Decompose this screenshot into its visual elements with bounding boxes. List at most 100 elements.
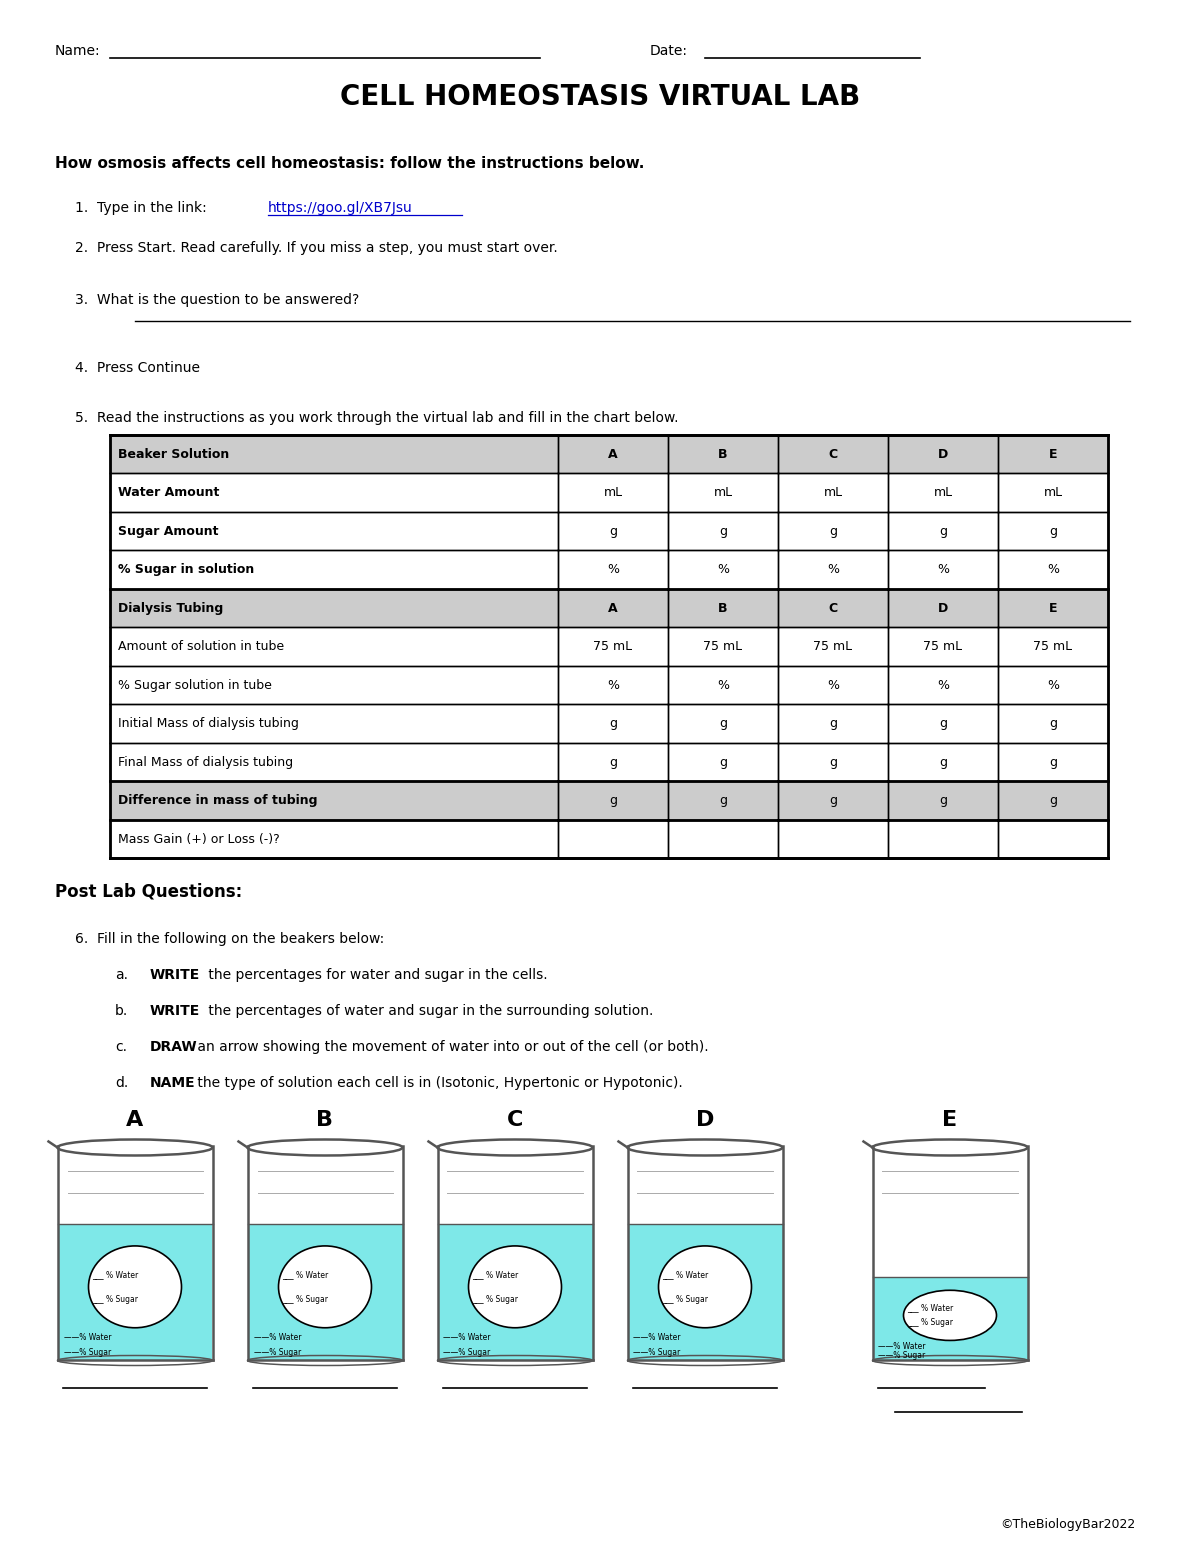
Text: b.: b. <box>115 1005 128 1019</box>
Text: % Sugar solution in tube: % Sugar solution in tube <box>118 679 272 691</box>
Text: B: B <box>317 1110 334 1131</box>
Bar <box>668 781 778 820</box>
Text: 4.  Press Continue: 4. Press Continue <box>74 360 200 374</box>
Text: %: % <box>937 679 949 691</box>
Text: 5.  Read the instructions as you work through the virtual lab and fill in the ch: 5. Read the instructions as you work thr… <box>74 412 678 426</box>
Text: g: g <box>940 794 947 808</box>
Bar <box>558 435 668 474</box>
Text: % Sugar in solution: % Sugar in solution <box>118 564 254 576</box>
Text: the type of solution each cell is in (Isotonic, Hypertonic or Hypotonic).: the type of solution each cell is in (Is… <box>193 1076 683 1090</box>
Text: g: g <box>610 756 617 769</box>
Ellipse shape <box>904 1291 996 1340</box>
Text: g: g <box>829 717 838 730</box>
Text: Name:: Name: <box>55 43 101 57</box>
Text: g: g <box>719 717 727 730</box>
Text: 6.  Fill in the following on the beakers below:: 6. Fill in the following on the beakers … <box>74 932 384 946</box>
Bar <box>888 589 998 627</box>
Text: B: B <box>719 447 727 461</box>
Text: ——% Water: ——% Water <box>634 1332 680 1342</box>
Text: g: g <box>610 794 617 808</box>
Text: A: A <box>608 601 618 615</box>
Text: g: g <box>610 525 617 537</box>
Text: How osmosis affects cell homeostasis: follow the instructions below.: How osmosis affects cell homeostasis: fo… <box>55 155 644 171</box>
Ellipse shape <box>89 1246 181 1328</box>
Bar <box>668 589 778 627</box>
Text: CELL HOMEOSTASIS VIRTUAL LAB: CELL HOMEOSTASIS VIRTUAL LAB <box>340 82 860 110</box>
Text: ©TheBiologyBar2022: ©TheBiologyBar2022 <box>1000 1517 1135 1531</box>
Bar <box>778 781 888 820</box>
Text: g: g <box>1049 794 1057 808</box>
Text: ___ % Sugar: ___ % Sugar <box>907 1318 954 1328</box>
Text: mL: mL <box>1044 486 1062 499</box>
Text: ——% Sugar: ——% Sugar <box>64 1348 110 1357</box>
Text: g: g <box>940 756 947 769</box>
Bar <box>888 781 998 820</box>
Text: D: D <box>696 1110 714 1131</box>
Text: 75 mL: 75 mL <box>703 640 743 654</box>
Text: 75 mL: 75 mL <box>594 640 632 654</box>
Text: Final Mass of dialysis tubing: Final Mass of dialysis tubing <box>118 756 293 769</box>
Text: mL: mL <box>714 486 732 499</box>
Text: %: % <box>1046 564 1060 576</box>
Text: D: D <box>938 447 948 461</box>
Text: %: % <box>1046 679 1060 691</box>
Bar <box>998 589 1108 627</box>
Text: g: g <box>829 756 838 769</box>
Text: d.: d. <box>115 1076 128 1090</box>
Text: Water Amount: Water Amount <box>118 486 220 499</box>
Bar <box>998 435 1108 474</box>
Text: 75 mL: 75 mL <box>924 640 962 654</box>
Text: ——% Sugar: ——% Sugar <box>878 1351 925 1360</box>
Text: the percentages for water and sugar in the cells.: the percentages for water and sugar in t… <box>204 969 547 983</box>
Bar <box>558 781 668 820</box>
Text: 75 mL: 75 mL <box>814 640 852 654</box>
Text: C: C <box>506 1110 523 1131</box>
Text: mL: mL <box>604 486 623 499</box>
Text: Beaker Solution: Beaker Solution <box>118 447 229 461</box>
Text: g: g <box>940 717 947 730</box>
Text: ——% Water: ——% Water <box>444 1332 491 1342</box>
Text: an arrow showing the movement of water into or out of the cell (or both).: an arrow showing the movement of water i… <box>193 1041 709 1054</box>
Text: 1.  Type in the link:: 1. Type in the link: <box>74 200 211 214</box>
Text: https://goo.gl/XB7Jsu: https://goo.gl/XB7Jsu <box>268 200 413 214</box>
Text: ——% Sugar: ——% Sugar <box>634 1348 680 1357</box>
Text: ——% Water: ——% Water <box>64 1332 112 1342</box>
Text: %: % <box>827 679 839 691</box>
Text: E: E <box>1049 447 1057 461</box>
Text: WRITE: WRITE <box>150 969 200 983</box>
Bar <box>58 1224 212 1360</box>
Bar <box>110 781 558 820</box>
Text: %: % <box>718 679 730 691</box>
Bar <box>998 781 1108 820</box>
Ellipse shape <box>468 1246 562 1328</box>
Text: g: g <box>719 794 727 808</box>
Bar <box>778 435 888 474</box>
Text: Date:: Date: <box>650 43 688 57</box>
Text: ___ % Water: ___ % Water <box>92 1270 139 1280</box>
Text: g: g <box>1049 756 1057 769</box>
Text: ___ % Sugar: ___ % Sugar <box>282 1295 329 1303</box>
Bar <box>872 1277 1027 1360</box>
Text: ___ % Water: ___ % Water <box>907 1303 954 1312</box>
Text: 2.  Press Start. Read carefully. If you miss a step, you must start over.: 2. Press Start. Read carefully. If you m… <box>74 241 558 255</box>
Text: g: g <box>829 525 838 537</box>
Text: Difference in mass of tubing: Difference in mass of tubing <box>118 794 318 808</box>
Text: ___ % Water: ___ % Water <box>282 1270 329 1280</box>
Text: A: A <box>608 447 618 461</box>
Text: ___ % Sugar: ___ % Sugar <box>662 1295 708 1303</box>
Ellipse shape <box>278 1246 372 1328</box>
Text: B: B <box>719 601 727 615</box>
Text: NAME: NAME <box>150 1076 196 1090</box>
Text: mL: mL <box>934 486 953 499</box>
Text: Sugar Amount: Sugar Amount <box>118 525 218 537</box>
Text: Initial Mass of dialysis tubing: Initial Mass of dialysis tubing <box>118 717 299 730</box>
Bar <box>628 1224 782 1360</box>
Text: ___ % Sugar: ___ % Sugar <box>92 1295 138 1303</box>
Text: g: g <box>829 794 838 808</box>
Text: ___ % Water: ___ % Water <box>473 1270 518 1280</box>
Text: 75 mL: 75 mL <box>1033 640 1073 654</box>
Text: ——% Sugar: ——% Sugar <box>444 1348 491 1357</box>
Text: C: C <box>828 447 838 461</box>
Text: ——% Water: ——% Water <box>878 1342 926 1351</box>
Text: ___ % Water: ___ % Water <box>662 1270 709 1280</box>
